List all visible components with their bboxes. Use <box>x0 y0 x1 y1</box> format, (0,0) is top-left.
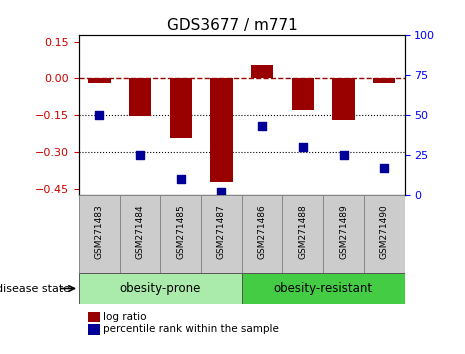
Bar <box>201 195 242 273</box>
Text: disease state: disease state <box>0 284 70 293</box>
Text: GSM271486: GSM271486 <box>258 205 266 259</box>
Bar <box>242 273 405 304</box>
Text: GSM271485: GSM271485 <box>176 205 185 259</box>
Bar <box>120 195 160 273</box>
Bar <box>332 78 355 120</box>
Bar <box>283 195 323 273</box>
Bar <box>323 195 364 273</box>
Bar <box>292 78 314 110</box>
Bar <box>79 273 242 304</box>
Point <box>299 144 306 150</box>
Bar <box>129 78 151 116</box>
Point <box>380 165 388 171</box>
Text: obesity-prone: obesity-prone <box>120 282 201 295</box>
Bar <box>170 78 192 138</box>
Bar <box>242 195 283 273</box>
Point <box>340 152 347 158</box>
Text: GSM271483: GSM271483 <box>95 205 104 259</box>
Bar <box>251 65 273 78</box>
Bar <box>79 195 120 273</box>
Bar <box>364 195 405 273</box>
Bar <box>373 78 395 83</box>
Text: GSM271490: GSM271490 <box>380 205 389 259</box>
Text: obesity-resistant: obesity-resistant <box>273 282 373 295</box>
Text: GSM271484: GSM271484 <box>136 205 145 259</box>
Point <box>96 112 103 118</box>
Point <box>177 176 185 182</box>
Text: GDS3677 / m771: GDS3677 / m771 <box>167 18 298 33</box>
Text: percentile rank within the sample: percentile rank within the sample <box>103 324 279 334</box>
Point <box>136 152 144 158</box>
Bar <box>88 324 100 335</box>
Bar <box>160 195 201 273</box>
Text: GSM271488: GSM271488 <box>299 205 307 259</box>
Bar <box>88 78 111 83</box>
Point <box>259 124 266 129</box>
Bar <box>88 312 100 322</box>
Point <box>218 189 225 194</box>
Text: GSM271489: GSM271489 <box>339 205 348 259</box>
Text: GSM271487: GSM271487 <box>217 205 226 259</box>
Text: log ratio: log ratio <box>103 312 147 322</box>
Bar <box>210 78 232 182</box>
